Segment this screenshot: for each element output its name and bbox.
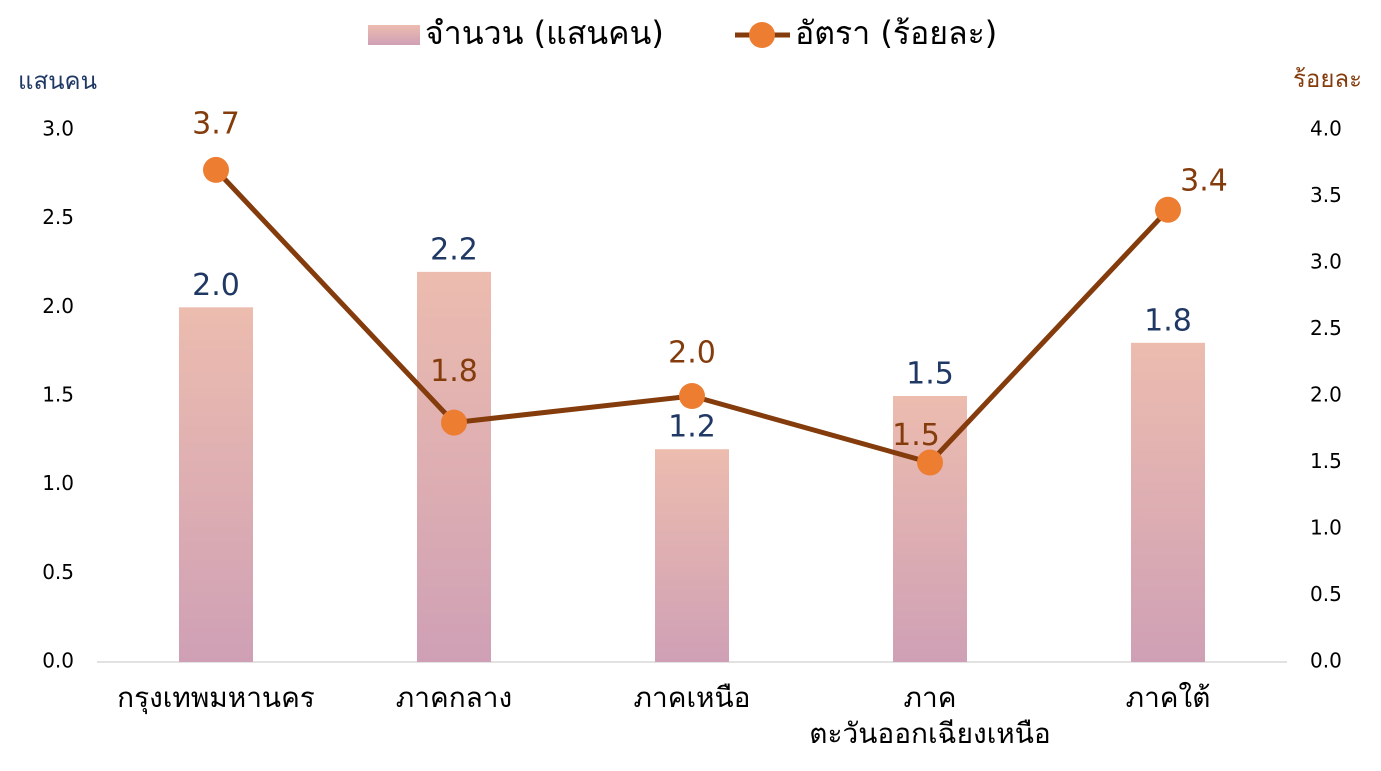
line-value-label: 3.4 [1180, 163, 1228, 198]
legend-label: จำนวน (แสนคน) [425, 14, 664, 52]
legend-swatch [368, 25, 420, 45]
bar [417, 271, 491, 662]
line-marker [1155, 196, 1181, 223]
y2-tick-label: 2.5 [1310, 316, 1342, 340]
x-tick-label: ภาคเหนือ [633, 681, 751, 714]
line-value-label: 1.5 [892, 418, 940, 453]
y2-tick-label: 0.5 [1310, 582, 1342, 606]
bar [179, 307, 253, 662]
y-axis-title: แสนคน [18, 67, 97, 95]
bar-value-label: 2.0 [192, 268, 240, 303]
x-tick-label: ภาคกลาง [395, 681, 513, 714]
x-tick-label: ภาค ตะวันออกเฉียงเหนือ [809, 681, 1051, 750]
y2-tick-label: 2.0 [1310, 383, 1342, 407]
line-marker [679, 383, 705, 409]
y-tick-label: 3.0 [42, 117, 74, 141]
y-tick-label: 0.0 [42, 649, 74, 673]
y2-tick-label: 3.5 [1310, 183, 1342, 207]
bar [655, 449, 729, 662]
line-value-label: 2.0 [668, 336, 716, 371]
y2-tick-label: 4.0 [1310, 117, 1342, 141]
bar [1131, 342, 1205, 662]
y2-tick-label: 0.0 [1310, 649, 1342, 673]
bar-value-label: 1.8 [1144, 303, 1192, 338]
x-tick-label: ภาคใต้ [1125, 681, 1211, 714]
bar-value-label: 1.2 [668, 410, 716, 445]
y2-tick-label: 1.5 [1310, 449, 1342, 473]
y2-axis-title: ร้อยละ [1293, 65, 1362, 93]
y-tick-label: 2.5 [42, 205, 74, 229]
y-tick-label: 0.5 [42, 560, 74, 584]
y-tick-label: 2.0 [42, 294, 74, 318]
line-marker [441, 409, 467, 436]
bar-value-label: 1.5 [906, 357, 954, 392]
y2-tick-label: 3.0 [1310, 250, 1342, 274]
bar-value-label: 2.2 [430, 232, 478, 267]
line-marker [917, 449, 943, 476]
legend-marker [749, 22, 775, 48]
line-value-label: 1.8 [430, 354, 478, 389]
y2-tick-label: 1.0 [1310, 516, 1342, 540]
line-marker [203, 156, 229, 183]
x-tick-label: กรุงเทพมหานคร [117, 681, 315, 714]
y-tick-label: 1.5 [42, 383, 74, 407]
y-tick-label: 1.0 [42, 471, 74, 495]
legend-label: อัตรา (ร้อยละ) [795, 14, 997, 52]
bar [893, 396, 967, 662]
line-value-label: 3.7 [192, 106, 240, 141]
